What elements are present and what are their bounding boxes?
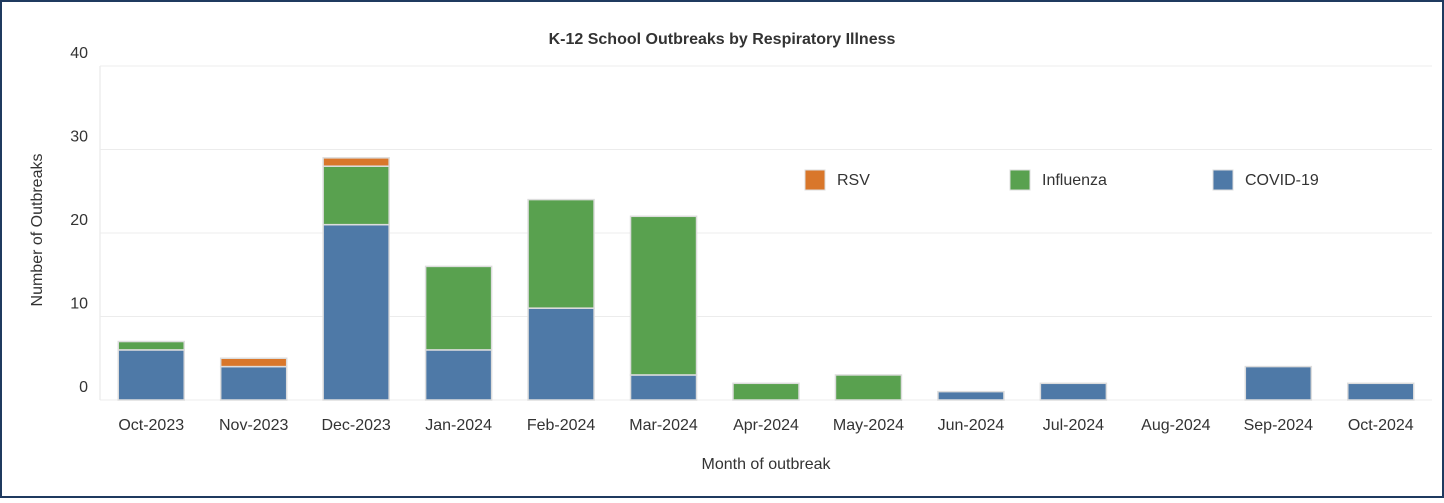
x-tick-label: Sep-2024 — [1244, 417, 1313, 434]
bar-segment — [424, 265, 493, 351]
bar-segment — [322, 223, 390, 401]
legend-swatch — [1212, 169, 1234, 191]
legend-label: Influenza — [1042, 172, 1107, 189]
bar-segment — [1244, 365, 1313, 401]
legend-label: COVID-19 — [1245, 172, 1319, 189]
bar-segment — [322, 157, 390, 167]
x-tick-label: Nov-2023 — [219, 417, 288, 434]
legend-swatch — [1009, 169, 1031, 191]
bar-segment — [1347, 382, 1415, 401]
legend-label: RSV — [837, 172, 870, 189]
bar-segment — [117, 340, 185, 351]
x-tick-label: Feb-2024 — [527, 417, 596, 434]
y-tick-label: 20 — [70, 212, 88, 229]
bar-segment — [219, 365, 288, 401]
y-tick-label: 10 — [70, 296, 88, 313]
bar-segment — [424, 349, 493, 401]
bar-segment — [732, 382, 800, 401]
x-tick-label: Apr-2024 — [733, 417, 799, 434]
y-axis-title: Number of Outbreaks — [29, 154, 46, 307]
bar-segment — [527, 198, 595, 309]
bar-segment — [1039, 382, 1108, 401]
x-tick-label: Oct-2024 — [1348, 417, 1414, 434]
bar-segment — [219, 357, 288, 368]
x-tick-label: Jul-2024 — [1043, 417, 1104, 434]
bar-segment — [322, 165, 390, 226]
x-tick-label: Jun-2024 — [938, 417, 1005, 434]
legend-swatch — [804, 169, 826, 191]
x-tick-label: Dec-2023 — [321, 417, 390, 434]
x-tick-label: Oct-2023 — [118, 417, 184, 434]
y-tick-label: 30 — [70, 129, 88, 146]
bar-segment — [527, 307, 595, 401]
x-axis-title: Month of outbreak — [702, 456, 832, 473]
y-tick-label: 40 — [70, 45, 88, 62]
chart-title: K-12 School Outbreaks by Respiratory Ill… — [549, 31, 896, 48]
bar-segment — [117, 349, 185, 401]
bar-segment — [629, 374, 698, 401]
bar-segment — [834, 374, 903, 401]
x-tick-label: Jan-2024 — [425, 417, 492, 434]
y-tick-label: 0 — [79, 379, 88, 396]
x-tick-label: May-2024 — [833, 417, 904, 434]
x-tick-label: Aug-2024 — [1141, 417, 1210, 434]
bar-segment — [629, 215, 698, 376]
x-tick-label: Mar-2024 — [629, 417, 698, 434]
bar-segment — [937, 390, 1005, 401]
